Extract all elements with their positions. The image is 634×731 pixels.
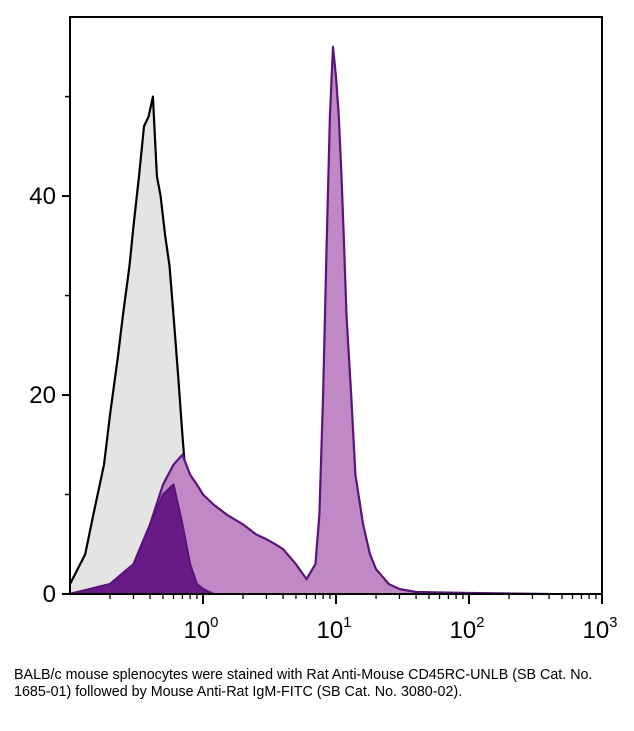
figure-caption: BALB/c mouse splenocytes were stained wi…: [14, 667, 593, 700]
y-tick-label: 0: [43, 581, 56, 608]
y-axis: 0 20 40: [29, 95, 70, 608]
x-tick-label: 100: [183, 614, 218, 644]
histogram-area-3: [70, 484, 214, 594]
y-tick-label: 20: [29, 382, 56, 409]
plot-area: [69, 45, 550, 596]
x-tick-label: 102: [449, 614, 484, 644]
histogram-area-1: [70, 96, 227, 594]
histogram-chart: 0 20 40 100 101 102 103: [29, 16, 618, 644]
x-axis: 100 101 102 103: [109, 594, 618, 644]
histogram-outline-2: [69, 45, 550, 596]
x-tick-label: 101: [316, 614, 351, 644]
y-tick-label: 40: [29, 183, 56, 210]
x-tick-label: 103: [582, 614, 617, 644]
histogram-outline-3: [69, 483, 214, 596]
